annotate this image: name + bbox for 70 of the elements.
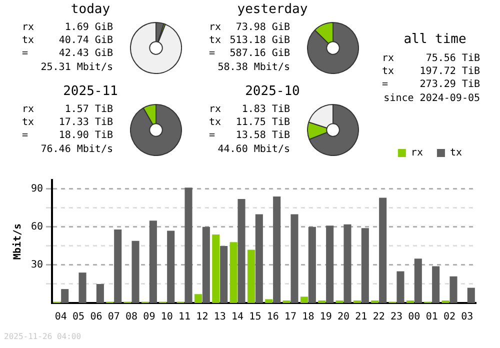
legend-label: rx xyxy=(410,148,423,159)
x-tick-label: 11 xyxy=(178,312,191,323)
text: tx xyxy=(209,35,222,48)
x-tick-label: 05 xyxy=(72,312,85,323)
y-tick-label: 60 xyxy=(30,222,44,233)
text: 73.98 GiB xyxy=(234,22,290,35)
x-tick-label: 15 xyxy=(249,312,262,323)
text: rx xyxy=(22,104,36,117)
text: 197.72 TiB xyxy=(418,66,480,79)
x-tick-label: 03 xyxy=(461,312,474,323)
text: 1.69 GiB xyxy=(64,22,113,35)
chart-title: yesterday xyxy=(236,2,309,17)
chart-title: today xyxy=(70,2,112,17)
x-tick-label: 07 xyxy=(108,312,120,323)
y-tick-label: 90 xyxy=(30,183,44,194)
text: tx xyxy=(209,117,222,130)
text: 13.58 TiB xyxy=(234,130,290,143)
x-tick-label: 16 xyxy=(266,312,279,323)
x-tick-label: 18 xyxy=(302,312,314,323)
x-tick-label: 19 xyxy=(320,312,332,323)
text: 1.83 TiB xyxy=(240,104,290,117)
text: 42.43 GiB xyxy=(58,48,113,61)
x-tick-label: 22 xyxy=(372,312,385,323)
text: 40.74 GiB xyxy=(58,35,113,48)
x-tick-label: 13 xyxy=(214,312,226,323)
text: 1.57 TiB xyxy=(64,104,113,117)
x-tick-label: 04 xyxy=(54,312,67,323)
text: = xyxy=(209,48,216,61)
x-tick-label: 23 xyxy=(390,312,403,323)
text: tx xyxy=(382,66,396,79)
x-tick-label: 17 xyxy=(284,312,297,323)
y-axis-title: Mbit/s xyxy=(12,223,24,260)
chart-title: 2025-10 xyxy=(244,84,301,99)
chart-title: 2025-11 xyxy=(62,84,119,99)
text: rx xyxy=(22,22,36,35)
x-tick-label: 01 xyxy=(426,312,438,323)
text: tx xyxy=(22,117,36,130)
text: = xyxy=(22,48,30,61)
x-tick-label: 06 xyxy=(90,312,102,323)
x-tick-label: 00 xyxy=(408,312,420,323)
text: all time xyxy=(402,32,468,47)
x-tick-label: 09 xyxy=(143,312,156,323)
x-tick-label: 08 xyxy=(126,312,138,323)
text: 587.16 GiB xyxy=(228,48,290,61)
text: 76.46 Mbit/s xyxy=(40,144,113,155)
text: = xyxy=(382,79,390,92)
text: 18.90 TiB xyxy=(58,130,113,143)
text: rx xyxy=(382,53,396,66)
x-tick-label: 21 xyxy=(355,312,368,323)
text: 513.18 GiB xyxy=(228,35,290,48)
text: = xyxy=(22,130,30,143)
x-tick-label: 10 xyxy=(160,312,173,323)
text: 58.38 Mbit/s xyxy=(216,62,290,73)
x-tick-label: 02 xyxy=(443,312,456,323)
text: 44.60 Mbit/s xyxy=(216,144,290,155)
text: rx xyxy=(209,104,222,117)
text: 17.33 TiB xyxy=(58,117,113,130)
x-tick-label: 12 xyxy=(196,312,208,323)
text: tx xyxy=(22,35,36,48)
y-tick-label: 30 xyxy=(30,260,44,271)
text: 25.31 Mbit/s xyxy=(40,62,113,73)
text: rx xyxy=(209,22,222,35)
text: 11.75 TiB xyxy=(234,117,290,130)
x-tick-label: 14 xyxy=(232,312,244,323)
text: since 2024-09-05 xyxy=(382,93,480,104)
text: 273.29 TiB xyxy=(418,79,480,92)
text: = xyxy=(209,130,216,143)
text: 75.56 TiB xyxy=(424,53,480,66)
legend-label: tx xyxy=(450,148,462,159)
x-tick-label: 20 xyxy=(337,312,350,323)
